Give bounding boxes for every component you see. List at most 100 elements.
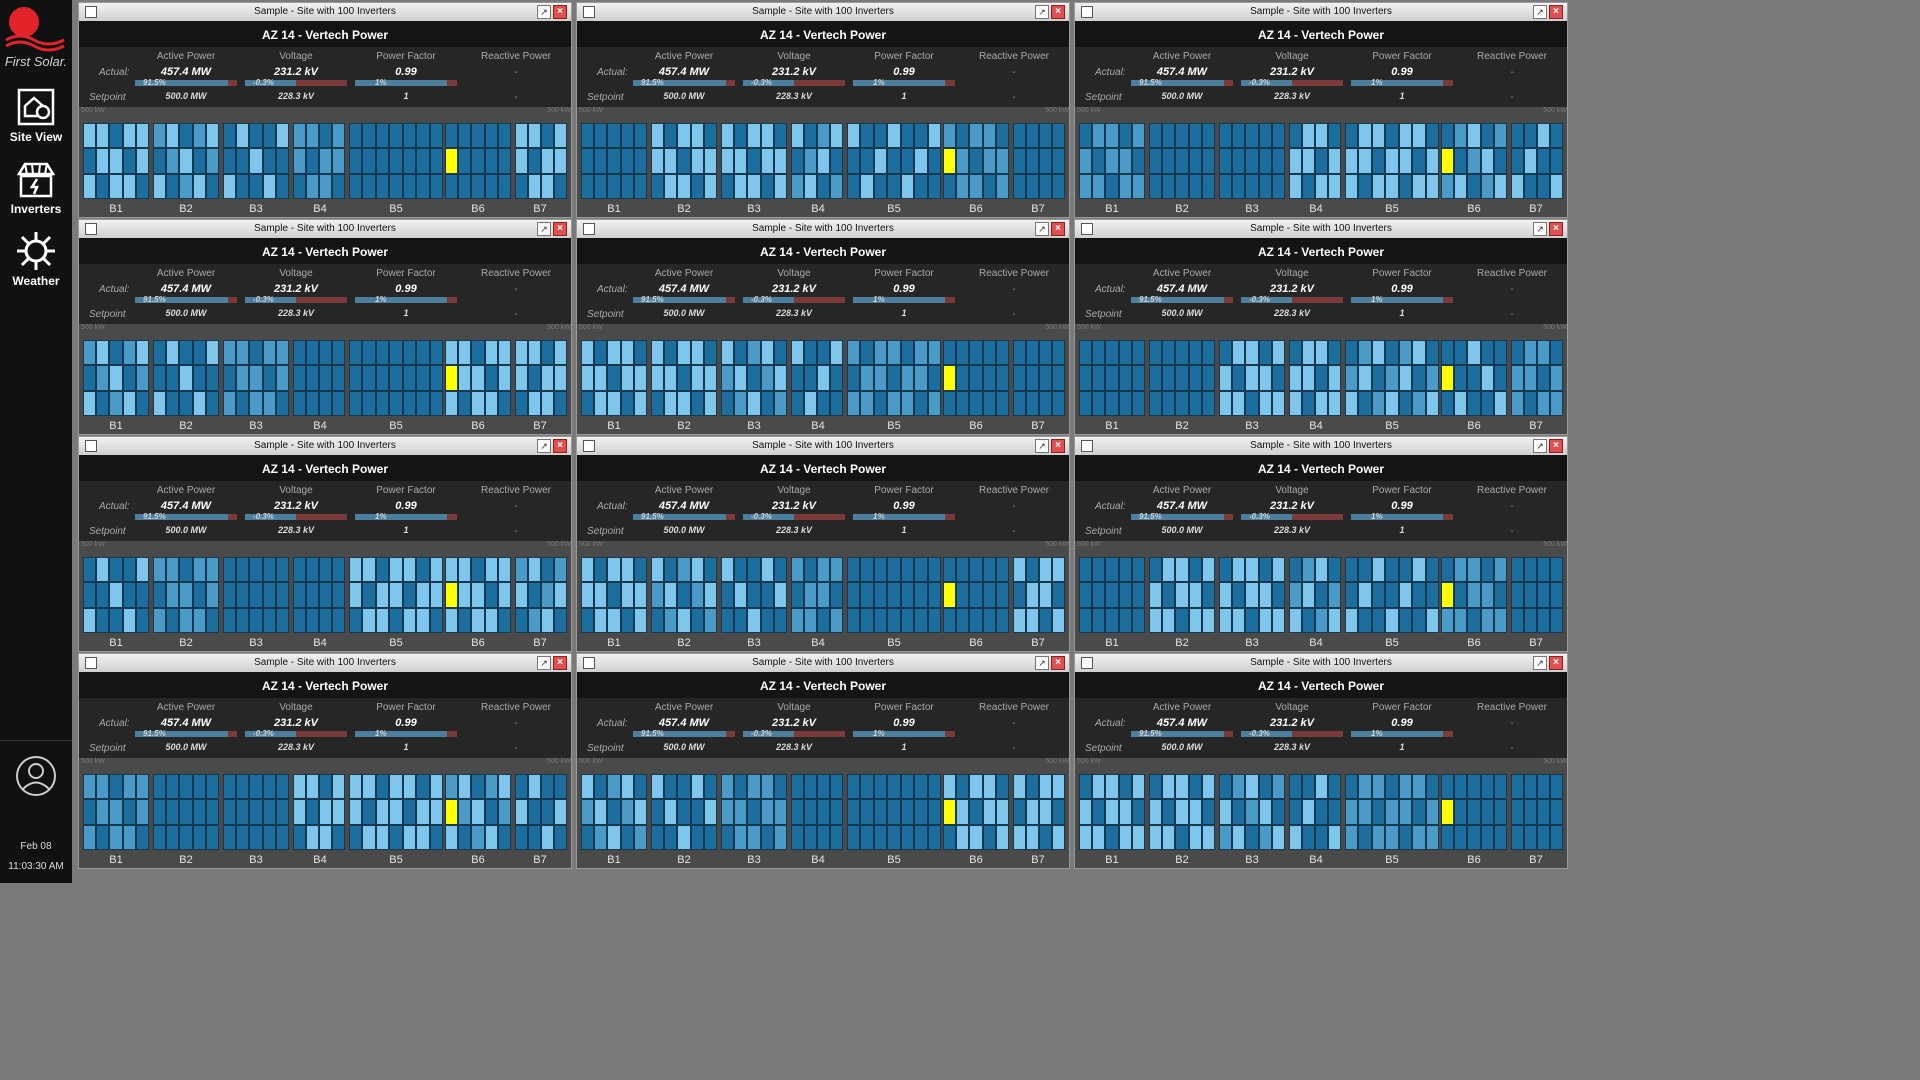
inverter-cell[interactable] <box>831 800 842 824</box>
inverter-cell[interactable] <box>818 124 829 148</box>
inverter-cell[interactable] <box>167 558 179 582</box>
inverter-cell[interactable] <box>1551 775 1562 799</box>
inverter-cell[interactable] <box>276 558 288 582</box>
maximize-icon[interactable]: ↗ <box>1035 656 1049 670</box>
inverter-cell[interactable] <box>250 775 262 799</box>
inverter-cell[interactable] <box>459 391 471 415</box>
inverter-cell[interactable] <box>1119 800 1131 824</box>
inverter-cell[interactable] <box>888 366 900 390</box>
inverter-cell[interactable] <box>888 391 900 415</box>
inverter-cell[interactable] <box>1027 558 1038 582</box>
inverter-cell[interactable] <box>84 825 96 849</box>
block-b7[interactable] <box>515 123 567 199</box>
inverter-cell[interactable] <box>417 391 429 415</box>
inverter-cell[interactable] <box>1272 775 1284 799</box>
inverter-cell[interactable] <box>1176 583 1188 607</box>
inverter-cell[interactable] <box>983 583 995 607</box>
inverter-cell[interactable] <box>320 583 331 607</box>
inverter-cell[interactable] <box>1494 825 1506 849</box>
inverter-cell[interactable] <box>459 558 471 582</box>
inverter-cell[interactable] <box>516 583 527 607</box>
block-b4[interactable] <box>1289 557 1341 633</box>
inverter-cell[interactable] <box>1106 149 1118 173</box>
inverter-cell[interactable] <box>276 775 288 799</box>
inverter-cell[interactable] <box>805 775 816 799</box>
inverter-cell[interactable] <box>1119 583 1131 607</box>
inverter-cell[interactable] <box>805 341 816 365</box>
inverter-cell[interactable] <box>1150 583 1162 607</box>
inverter-cell[interactable] <box>320 825 331 849</box>
inverter-cell[interactable] <box>1413 825 1425 849</box>
inverter-cell[interactable] <box>1442 608 1454 632</box>
inverter-cell[interactable] <box>136 366 148 390</box>
inverter-cell[interactable] <box>1150 775 1162 799</box>
inverter-cell[interactable] <box>748 608 760 632</box>
inverter-cell[interactable] <box>983 341 995 365</box>
inverter-cell[interactable] <box>333 149 344 173</box>
inverter-cell[interactable] <box>1455 558 1467 582</box>
inverter-cell[interactable] <box>263 366 275 390</box>
inverter-cell[interactable] <box>276 825 288 849</box>
inverter-cell[interactable] <box>237 391 249 415</box>
select-checkbox[interactable] <box>583 440 595 452</box>
inverter-cell[interactable] <box>996 149 1008 173</box>
inverter-cell[interactable] <box>1093 558 1105 582</box>
inverter-cell[interactable] <box>1093 174 1105 198</box>
inverter-cell[interactable] <box>1468 608 1480 632</box>
inverter-cell[interactable] <box>263 391 275 415</box>
inverter-cell[interactable] <box>691 341 703 365</box>
block-b1[interactable] <box>1079 123 1145 199</box>
inverter-cell[interactable] <box>722 391 734 415</box>
inverter-cell[interactable] <box>1290 825 1301 849</box>
inverter-cell[interactable] <box>1525 124 1536 148</box>
inverter-cell[interactable] <box>1176 366 1188 390</box>
inverter-cell[interactable] <box>1303 391 1314 415</box>
inverter-cell[interactable] <box>848 608 860 632</box>
inverter-cell[interactable] <box>529 825 540 849</box>
inverter-cell[interactable] <box>831 825 842 849</box>
block-b6[interactable] <box>1441 557 1507 633</box>
inverter-cell[interactable] <box>1176 825 1188 849</box>
inverter-cell[interactable] <box>167 341 179 365</box>
inverter-cell[interactable] <box>818 775 829 799</box>
inverter-cell[interactable] <box>224 608 236 632</box>
inverter-cell[interactable] <box>237 800 249 824</box>
inverter-cell[interactable] <box>1093 124 1105 148</box>
block-b1[interactable] <box>581 340 647 416</box>
inverter-cell[interactable] <box>1080 391 1092 415</box>
inverter-cell[interactable] <box>665 149 677 173</box>
inverter-cell[interactable] <box>498 174 510 198</box>
inverter-cell[interactable] <box>206 825 218 849</box>
inverter-cell[interactable] <box>665 174 677 198</box>
close-icon[interactable]: × <box>1051 222 1065 236</box>
inverter-cell[interactable] <box>529 775 540 799</box>
inverter-cell[interactable] <box>1481 608 1493 632</box>
inverter-cell[interactable] <box>1040 800 1051 824</box>
inverter-cell[interactable] <box>350 174 362 198</box>
inverter-cell[interactable] <box>1119 558 1131 582</box>
inverter-cell[interactable] <box>333 341 344 365</box>
inverter-cell[interactable] <box>363 825 375 849</box>
inverter-cell[interactable] <box>1468 558 1480 582</box>
inverter-cell[interactable] <box>1272 800 1284 824</box>
inverter-cell[interactable] <box>206 800 218 824</box>
inverter-cell[interactable] <box>110 558 122 582</box>
inverter-cell[interactable] <box>1316 775 1327 799</box>
inverter-cell[interactable] <box>1442 775 1454 799</box>
inverter-cell[interactable] <box>1189 608 1201 632</box>
select-checkbox[interactable] <box>583 657 595 669</box>
inverter-cell[interactable] <box>417 124 429 148</box>
inverter-cell[interactable] <box>1053 174 1064 198</box>
inverter-cell[interactable] <box>430 775 442 799</box>
inverter-cell[interactable] <box>403 174 416 198</box>
inverter-cell[interactable] <box>1481 825 1493 849</box>
inverter-cell[interactable] <box>1040 124 1051 148</box>
inverter-cell[interactable] <box>97 775 109 799</box>
inverter-cell[interactable] <box>704 149 716 173</box>
inverter-cell[interactable] <box>430 800 442 824</box>
inverter-cell[interactable] <box>691 775 703 799</box>
inverter-cell[interactable] <box>498 391 510 415</box>
inverter-cell[interactable] <box>1106 174 1118 198</box>
inverter-cell[interactable] <box>417 149 429 173</box>
inverter-cell[interactable] <box>915 149 927 173</box>
